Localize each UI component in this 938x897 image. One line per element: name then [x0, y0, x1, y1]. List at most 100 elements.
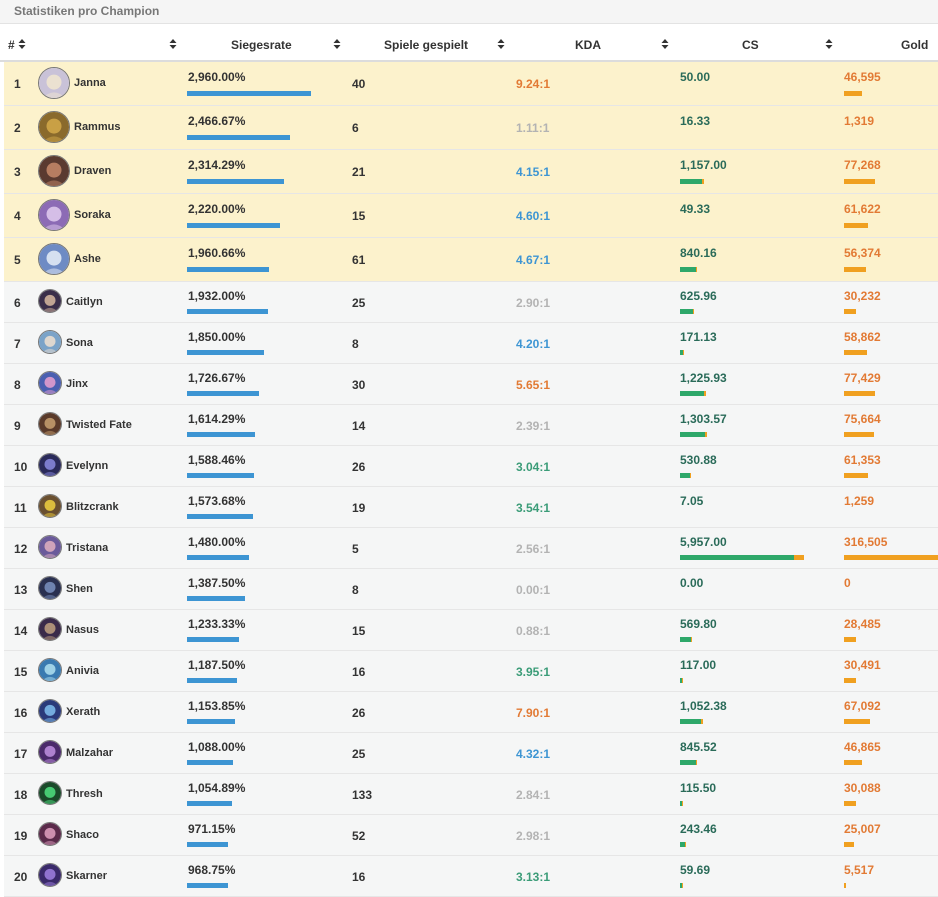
- table-row[interactable]: 1 Janna 2,960.00% 40 9.24:1 50.00 46,595: [4, 62, 938, 106]
- winrate-bar: [187, 596, 245, 601]
- table-row[interactable]: 4 Soraka 2,220.00% 15 4.60:1 49.33 61,622: [4, 194, 938, 238]
- champion-avatar[interactable]: [38, 494, 62, 518]
- gold-value: 5,517: [844, 863, 875, 877]
- table-row[interactable]: 17 Malzahar 1,088.00% 25 4.32:1 845.52 46,865: [4, 733, 938, 774]
- header-rank[interactable]: #: [8, 38, 15, 52]
- champion-avatar[interactable]: [38, 658, 62, 682]
- table-row[interactable]: 18 Thresh 1,054.89% 133 2.84:1 115.50 30,088: [4, 774, 938, 815]
- champion-avatar[interactable]: [38, 155, 70, 187]
- table-row[interactable]: 14 Nasus 1,233.33% 15 0.88:1 569.80 28,485: [4, 610, 938, 651]
- champion-avatar[interactable]: [38, 412, 62, 436]
- champion-name[interactable]: Shen: [66, 583, 93, 595]
- table-row[interactable]: 11 Blitzcrank 1,573.68% 19 3.54:1 7.05 1,259: [4, 487, 938, 528]
- champion-avatar[interactable]: [38, 371, 62, 395]
- games-played: 25: [352, 747, 366, 761]
- sort-icon[interactable]: [497, 38, 505, 50]
- champion-avatar[interactable]: [38, 67, 70, 99]
- champion-name[interactable]: Nasus: [66, 624, 100, 636]
- champion-name[interactable]: Twisted Fate: [66, 419, 132, 431]
- header-cs[interactable]: CS: [742, 38, 759, 52]
- table-row[interactable]: 6 Caitlyn 1,932.00% 25 2.90:1 625.96 30,232: [4, 282, 938, 323]
- gold-value: 30,088: [844, 781, 881, 795]
- champion-name[interactable]: Draven: [74, 165, 112, 177]
- champion-avatar[interactable]: [38, 330, 62, 354]
- champion-name[interactable]: Caitlyn: [66, 296, 103, 308]
- table-row[interactable]: 3 Draven 2,314.29% 21 4.15:1 1,157.00 77,268: [4, 150, 938, 194]
- champion-name[interactable]: Blitzcrank: [66, 501, 119, 513]
- winrate-bar: [187, 91, 311, 96]
- table-row[interactable]: 12 Tristana 1,480.00% 5 2.56:1 5,957.00 316,50…: [4, 528, 938, 569]
- champion-name[interactable]: Tristana: [66, 542, 109, 554]
- rank-cell: 14: [14, 624, 28, 638]
- champion-name[interactable]: Skarner: [66, 870, 107, 882]
- kda-value: 4.20:1: [516, 337, 551, 351]
- champion-avatar[interactable]: [38, 617, 62, 641]
- winrate-bar: [187, 179, 284, 184]
- winrate-bar: [187, 719, 235, 724]
- table-row[interactable]: 15 Anivia 1,187.50% 16 3.95:1 117.00 30,491: [4, 651, 938, 692]
- table-row[interactable]: 9 Twisted Fate 1,614.29% 14 2.39:1 1,303.57 75…: [4, 405, 938, 446]
- champion-name[interactable]: Shaco: [66, 829, 100, 841]
- table-row[interactable]: 16 Xerath 1,153.85% 26 7.90:1 1,052.38 67,092: [4, 692, 938, 733]
- cs-value: 625.96: [680, 289, 717, 303]
- table-row[interactable]: 10 Evelynn 1,588.46% 26 3.04:1 530.88 61,353: [4, 446, 938, 487]
- winrate-bar: [187, 350, 264, 355]
- header-kda[interactable]: KDA: [575, 38, 601, 52]
- cs-value: 1,157.00: [680, 158, 727, 172]
- champion-name[interactable]: Soraka: [74, 209, 111, 221]
- champion-name[interactable]: Thresh: [66, 788, 103, 800]
- rank-cell: 7: [14, 337, 21, 351]
- table-row[interactable]: 19 Shaco 971.15% 52 2.98:1 243.46 25,007: [4, 815, 938, 856]
- champion-name[interactable]: Malzahar: [66, 747, 114, 759]
- champion-name[interactable]: Xerath: [66, 706, 101, 718]
- sort-icon[interactable]: [18, 38, 26, 50]
- table-row[interactable]: 20 Skarner 968.75% 16 3.13:1 59.69 5,517: [4, 856, 938, 897]
- champion-name[interactable]: Evelynn: [66, 460, 109, 472]
- champion-avatar[interactable]: [38, 699, 62, 723]
- cs-bar: [680, 719, 703, 724]
- champion-avatar[interactable]: [38, 781, 62, 805]
- header-gold[interactable]: Gold: [901, 38, 929, 52]
- champion-avatar[interactable]: [38, 863, 62, 887]
- sort-icon[interactable]: [333, 38, 341, 50]
- gold-value: 25,007: [844, 822, 881, 836]
- winrate-value: 971.15%: [188, 822, 236, 836]
- table-row[interactable]: 2 Rammus 2,466.67% 6 1.11:1 16.33 1,319: [4, 106, 938, 150]
- kda-value: 4.67:1: [516, 253, 551, 267]
- champion-name[interactable]: Sona: [66, 337, 93, 349]
- cs-bar: [680, 267, 697, 272]
- gold-bar: [844, 719, 870, 724]
- games-played: 40: [352, 77, 366, 91]
- sort-icon[interactable]: [661, 38, 669, 50]
- kda-value: 3.54:1: [516, 501, 551, 515]
- header-games[interactable]: Spiele gespielt: [384, 38, 469, 52]
- winrate-value: 1,233.33%: [188, 617, 246, 631]
- champion-avatar[interactable]: [38, 111, 70, 143]
- champion-avatar[interactable]: [38, 576, 62, 600]
- champion-avatar[interactable]: [38, 535, 62, 559]
- sort-icon[interactable]: [825, 38, 833, 50]
- champion-avatar[interactable]: [38, 740, 62, 764]
- winrate-bar: [187, 637, 239, 642]
- champion-avatar[interactable]: [38, 822, 62, 846]
- table-row[interactable]: 13 Shen 1,387.50% 8 0.00:1 0.00 0: [4, 569, 938, 610]
- champion-name[interactable]: Rammus: [74, 121, 121, 133]
- gold-bar: [844, 91, 862, 96]
- sort-icon[interactable]: [169, 38, 177, 50]
- champion-name[interactable]: Jinx: [66, 378, 89, 390]
- panel-title: Statistiken pro Champion: [0, 0, 938, 24]
- champion-name[interactable]: Anivia: [66, 665, 100, 677]
- champion-avatar[interactable]: [38, 243, 70, 275]
- winrate-value: 1,960.66%: [188, 246, 246, 260]
- table-row[interactable]: 5 Ashe 1,960.66% 61 4.67:1 840.16 56,374: [4, 238, 938, 282]
- table-row[interactable]: 8 Jinx 1,726.67% 30 5.65:1 1,225.93 77,429: [4, 364, 938, 405]
- gold-value: 46,595: [844, 70, 881, 84]
- champion-avatar[interactable]: [38, 199, 70, 231]
- header-winrate[interactable]: Siegesrate: [231, 38, 292, 52]
- gold-value: 0: [844, 576, 851, 590]
- table-row[interactable]: 7 Sona 1,850.00% 8 4.20:1 171.13 58,862: [4, 323, 938, 364]
- champion-name[interactable]: Ashe: [74, 253, 101, 265]
- champion-name[interactable]: Janna: [74, 77, 106, 89]
- champion-avatar[interactable]: [38, 289, 62, 313]
- champion-avatar[interactable]: [38, 453, 62, 477]
